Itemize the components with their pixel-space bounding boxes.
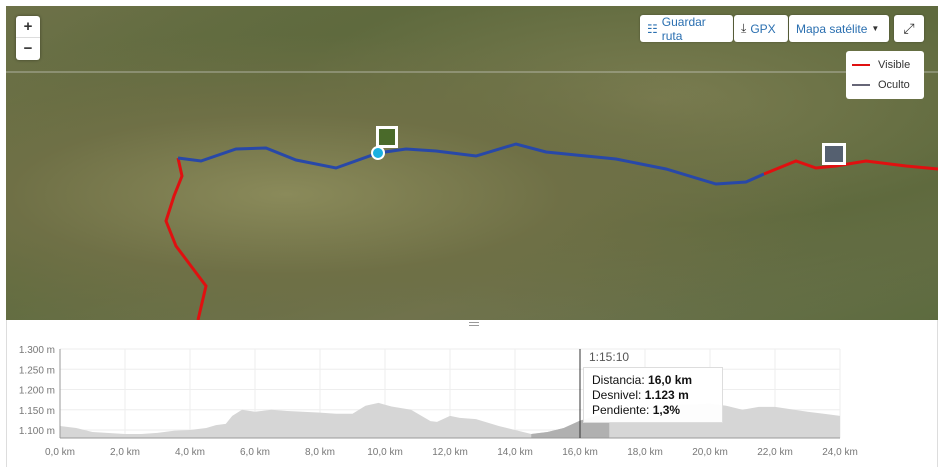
download-icon: ⤓ — [741, 21, 747, 35]
elevation-value: 1.123 m — [644, 388, 689, 402]
route-legend: Visible Oculto — [846, 51, 924, 99]
fullscreen-button[interactable]: ⤢ — [894, 15, 924, 42]
zoom-out-button[interactable]: − — [23, 40, 33, 57]
satellite-map[interactable]: + − ☷ Guardar ruta ⤓ GPX Mapa satélite ▼ ⤢ … — [6, 6, 938, 320]
tooltip-time: 1:15:10 — [589, 350, 630, 364]
route-visible-left[interactable] — [164, 157, 208, 320]
y-tick-label: 1.100 m — [19, 426, 55, 437]
x-tick-label: 14,0 km — [497, 447, 533, 458]
x-tick-label: 18,0 km — [627, 447, 663, 458]
elevation-panel — [6, 320, 938, 467]
x-tick-label: 0,0 km — [45, 447, 75, 458]
map-layer-select[interactable]: Mapa satélite ▼ — [789, 15, 889, 42]
x-tick-label: 6,0 km — [240, 447, 270, 458]
x-tick-label: 12,0 km — [432, 447, 468, 458]
y-tick-label: 1.250 m — [19, 365, 55, 376]
caret-down-icon: ▼ — [871, 24, 880, 33]
resize-handle[interactable] — [469, 322, 479, 326]
chart-tooltip: Distancia: 16,0 km Desnivel: 1.123 m Pen… — [583, 367, 723, 423]
route-icon: ☷ — [647, 21, 658, 36]
x-tick-label: 8,0 km — [305, 447, 335, 458]
slope-value: 1,3% — [652, 403, 681, 417]
expand-icon: ⤢ — [903, 20, 915, 36]
save-route-button[interactable]: ☷ Guardar ruta — [640, 15, 733, 43]
zoom-control: + − — [16, 16, 40, 60]
x-tick-label: 16,0 km — [562, 447, 598, 458]
y-tick-label: 1.300 m — [19, 345, 55, 356]
x-tick-label: 2,0 km — [110, 447, 140, 458]
x-tick-label: 24,0 km — [822, 447, 858, 458]
zoom-in-button[interactable]: + — [16, 16, 40, 38]
distance-value: 16,0 km — [648, 373, 693, 387]
gpx-download-button[interactable]: ⤓ GPX — [734, 15, 788, 42]
route-layer — [6, 71, 938, 320]
legend-item-hidden: Oculto — [852, 75, 918, 95]
route-visible-right[interactable] — [763, 159, 938, 176]
y-tick-label: 1.200 m — [19, 386, 55, 397]
x-tick-label: 4,0 km — [175, 447, 205, 458]
x-tick-label: 20,0 km — [692, 447, 728, 458]
y-tick-label: 1.150 m — [19, 406, 55, 417]
legend-item-visible: Visible — [852, 55, 918, 75]
x-tick-label: 22,0 km — [757, 447, 793, 458]
route-hidden[interactable] — [177, 142, 765, 186]
x-tick-label: 10,0 km — [367, 447, 403, 458]
